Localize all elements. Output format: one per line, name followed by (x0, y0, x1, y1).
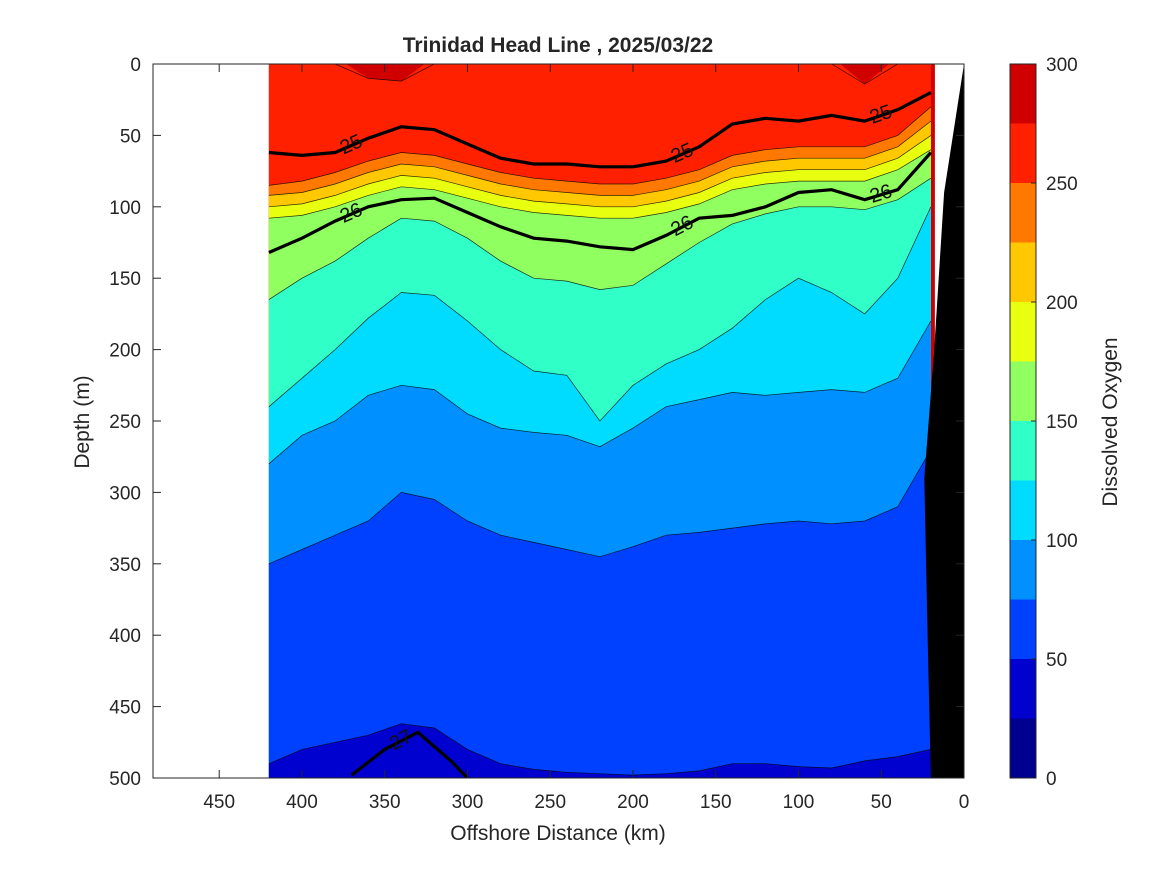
colorbar-segment (1010, 123, 1036, 183)
oxygen-isoline-100 (268, 320, 932, 465)
oxygen-isoline-50 (268, 723, 931, 776)
colorbar-tick-label: 50 (1046, 650, 1067, 671)
x-tick-label: 200 (617, 792, 649, 813)
x-axis-label: Offshore Distance (km) (450, 822, 666, 845)
density-contour-27 (350, 730, 469, 778)
density-contour-25 (268, 91, 932, 169)
colorbar: 0 50 100 150 200 250 300 (1009, 55, 1078, 790)
x-tick-label: 100 (783, 792, 815, 813)
y-tick-label: 150 (109, 269, 141, 290)
x-tick-label: 450 (203, 792, 235, 813)
x-tick-label: 400 (286, 792, 318, 813)
oxygen-isoline-175 (268, 149, 932, 219)
y-tick-label: 500 (109, 769, 141, 790)
x-tick-label: 50 (871, 792, 892, 813)
x-tick-label: 250 (534, 792, 566, 813)
y-tick-label: 400 (109, 626, 141, 647)
y-tick-label: 50 (120, 126, 141, 147)
colorbar-segment (1010, 480, 1036, 540)
colorbar-tick-label: 250 (1046, 174, 1078, 195)
colorbar-segment (1010, 64, 1036, 124)
colorbar-segment (1010, 659, 1036, 719)
y-tick-label: 0 (130, 55, 141, 76)
x-tick-label: 350 (369, 792, 401, 813)
colorbar-segment (1010, 302, 1036, 362)
colorbar-segment (1010, 242, 1036, 302)
x-tick-label: 0 (959, 792, 970, 813)
x-axis: 450 400 350 300 250 200 150 100 50 0 (203, 64, 969, 813)
y-tick-label: 250 (109, 412, 141, 433)
y-tick-label: 100 (109, 198, 141, 219)
oxygen-isoline-75 (268, 449, 932, 565)
x-tick-label: 150 (700, 792, 732, 813)
y-axis: 0 50 100 150 200 250 300 350 400 450 500 (109, 55, 964, 790)
colorbar-tick-label: 300 (1046, 55, 1078, 76)
y-axis-label: Depth (m) (71, 375, 94, 468)
oxygen-band-below-75 (268, 449, 931, 778)
oxygen-isoline-150 (268, 177, 932, 300)
oxygen-fill-layer (268, 64, 964, 778)
colorbar-segment (1010, 718, 1036, 778)
colorbar-tick-label: 0 (1046, 769, 1057, 790)
colorbar-tick-label: 100 (1046, 531, 1078, 552)
y-tick-label: 200 (109, 341, 141, 362)
seafloor-bathymetry (924, 64, 964, 778)
oxygen-isoline-125 (268, 206, 932, 422)
colorbar-tick-label: 200 (1046, 293, 1078, 314)
colorbar-label: Dissolved Oxygen (1099, 337, 1122, 506)
colorbar-segment (1010, 183, 1036, 243)
colorbar-segment (1010, 540, 1036, 600)
colorbar-segment (1010, 599, 1036, 659)
colorbar-segment (1010, 421, 1036, 481)
oxygen-isoline-250 (268, 106, 932, 186)
chart-title: Trinidad Head Line , 2025/03/22 (403, 34, 713, 57)
x-tick-label: 300 (452, 792, 484, 813)
y-tick-label: 300 (109, 483, 141, 504)
colorbar-segment (1010, 361, 1036, 421)
oxygen-isoline-225 (268, 120, 932, 196)
y-tick-label: 450 (109, 698, 141, 719)
colorbar-tick-label: 150 (1046, 412, 1078, 433)
oxygen-isoline-200 (268, 135, 932, 208)
density-contour-26 (268, 151, 933, 254)
oxygen-band-below-50 (268, 723, 931, 778)
y-tick-label: 350 (109, 555, 141, 576)
oxygen-isoline-275 (268, 64, 931, 85)
